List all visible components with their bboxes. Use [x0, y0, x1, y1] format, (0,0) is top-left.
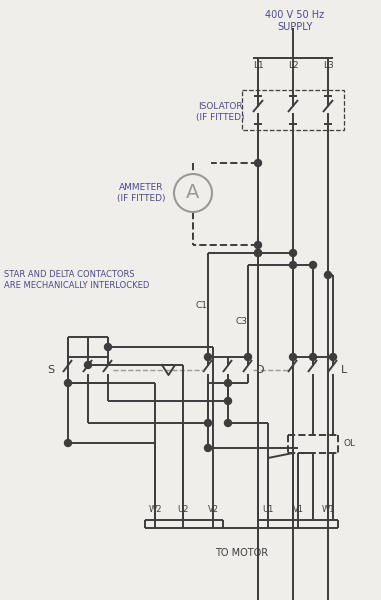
Circle shape — [255, 160, 261, 166]
Circle shape — [64, 439, 72, 446]
Circle shape — [330, 353, 336, 361]
Circle shape — [205, 445, 211, 451]
Circle shape — [64, 379, 72, 386]
Text: A: A — [186, 184, 200, 202]
Text: U1: U1 — [262, 505, 274, 514]
Text: TO MOTOR: TO MOTOR — [215, 548, 268, 558]
Circle shape — [205, 353, 211, 361]
Text: D: D — [256, 365, 264, 375]
Circle shape — [205, 419, 211, 427]
Circle shape — [255, 250, 261, 257]
Circle shape — [104, 343, 112, 350]
Text: L3: L3 — [323, 61, 333, 70]
Text: C1: C1 — [195, 301, 207, 310]
Text: AMMETER
(IF FITTED): AMMETER (IF FITTED) — [117, 184, 165, 203]
Circle shape — [290, 250, 296, 257]
Text: ISOLATOR
(IF FITTED): ISOLATOR (IF FITTED) — [196, 102, 244, 122]
Circle shape — [309, 262, 317, 269]
Circle shape — [224, 419, 232, 427]
Circle shape — [290, 262, 296, 269]
Circle shape — [255, 241, 261, 248]
Text: V2: V2 — [208, 505, 218, 514]
Circle shape — [309, 353, 317, 361]
Text: U2: U2 — [177, 505, 189, 514]
Circle shape — [290, 353, 296, 361]
Text: L2: L2 — [288, 61, 298, 70]
Circle shape — [224, 397, 232, 404]
Circle shape — [255, 250, 261, 257]
Text: OL: OL — [343, 439, 355, 449]
Text: S: S — [47, 365, 54, 375]
Text: W1: W1 — [321, 505, 335, 514]
Text: L1: L1 — [253, 61, 263, 70]
Text: V1: V1 — [293, 505, 304, 514]
Circle shape — [245, 353, 251, 361]
Text: W2: W2 — [148, 505, 162, 514]
Circle shape — [224, 379, 232, 386]
Circle shape — [85, 361, 91, 368]
Text: STAR AND DELTA CONTACTORS
ARE MECHANICALLY INTERLOCKED: STAR AND DELTA CONTACTORS ARE MECHANICAL… — [4, 270, 149, 290]
Circle shape — [325, 271, 331, 278]
Text: C3: C3 — [235, 317, 247, 326]
Text: 400 V 50 Hz
SUPPLY: 400 V 50 Hz SUPPLY — [266, 10, 325, 32]
Text: L: L — [341, 365, 347, 375]
